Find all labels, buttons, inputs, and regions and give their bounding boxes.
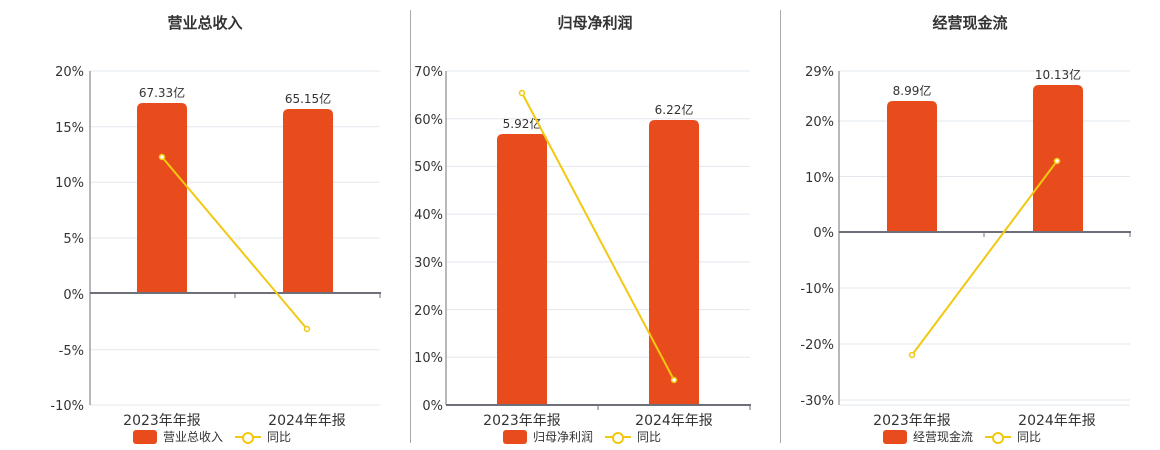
bar-value-label: 65.15亿 <box>285 91 331 106</box>
legend: 营业总收入 同比 <box>133 428 291 445</box>
bar-value-label: 8.99亿 <box>893 83 932 98</box>
svg-text:5%: 5% <box>63 232 84 247</box>
bar-2024[interactable] <box>283 109 333 293</box>
svg-text:20%: 20% <box>805 115 834 130</box>
x-category-label: 2023年年报 <box>873 413 951 429</box>
chart-cash-flow-svg: 29% 20% 10% 0% -10% -20% -30% 8.99亿 10.1… <box>800 65 1131 429</box>
bar-value-label: 67.33亿 <box>139 85 185 100</box>
yoy-point[interactable] <box>158 153 166 161</box>
yoy-line <box>521 92 675 381</box>
legend-bar-swatch[interactable] <box>133 429 157 444</box>
svg-text:15%: 15% <box>55 121 84 136</box>
x-category-label: 2023年年报 <box>483 413 561 429</box>
svg-text:10%: 10% <box>805 171 834 186</box>
y-tick-labels: 20% 15% 10% 5% 0% -5% -10% <box>50 65 84 414</box>
svg-text:10%: 10% <box>55 176 84 191</box>
yoy-point[interactable] <box>908 351 916 359</box>
legend-bar-label[interactable]: 经营现金流 <box>913 430 974 444</box>
svg-text:0%: 0% <box>813 226 834 241</box>
svg-text:-30%: -30% <box>800 394 834 409</box>
legend-line-icon[interactable] <box>985 430 1012 444</box>
legend-bar-label[interactable]: 归母净利润 <box>533 430 594 444</box>
legend-yoy-label[interactable]: 同比 <box>1017 430 1042 444</box>
svg-text:60%: 60% <box>414 113 443 128</box>
yoy-line <box>161 156 308 330</box>
svg-text:20%: 20% <box>414 304 443 319</box>
gridlines <box>839 70 1130 406</box>
legend-bar-swatch[interactable] <box>503 429 527 444</box>
gridlines <box>90 70 380 406</box>
x-category-label: 2024年年报 <box>635 413 713 429</box>
bar-value-label: 6.22亿 <box>655 102 694 117</box>
y-tick-labels: 29% 20% 10% 0% -10% -20% -30% <box>800 65 834 409</box>
svg-text:40%: 40% <box>414 208 443 223</box>
legend-yoy-label[interactable]: 同比 <box>637 430 662 444</box>
x-category-label: 2024年年报 <box>268 413 346 429</box>
legend-bar-swatch[interactable] <box>883 429 907 444</box>
x-category-label: 2023年年报 <box>123 413 201 429</box>
svg-text:20%: 20% <box>55 65 84 80</box>
chart-net-profit-svg: 70% 60% 50% 40% 30% 20% 10% 0% 5.92亿 6.2… <box>414 65 751 429</box>
svg-text:-20%: -20% <box>800 338 834 353</box>
legend-yoy-label[interactable]: 同比 <box>267 430 292 444</box>
chart-title: 经营现金流 <box>932 14 1008 32</box>
chart-revenue-svg: 20% 15% 10% 5% 0% -5% -10% 67.33亿 65.15亿… <box>50 65 381 429</box>
svg-text:70%: 70% <box>414 65 443 80</box>
chart-title: 归母净利润 <box>557 14 633 32</box>
svg-text:-10%: -10% <box>50 399 84 414</box>
yoy-point[interactable] <box>518 89 526 97</box>
panel-divider <box>410 10 411 443</box>
legend-line-icon[interactable] <box>605 430 632 444</box>
svg-text:29%: 29% <box>805 65 834 80</box>
y-tick-labels: 70% 60% 50% 40% 30% 20% 10% 0% <box>414 65 443 414</box>
legend: 经营现金流 同比 <box>883 428 1041 445</box>
legend-bar-label[interactable]: 营业总收入 <box>163 430 224 444</box>
svg-text:0%: 0% <box>63 288 84 303</box>
bar-2023[interactable] <box>887 101 937 232</box>
legend-line-icon[interactable] <box>235 430 262 444</box>
chart-panel-net-profit: 归母净利润 70% 60% 50% 40% 30% 20% 10% 0% 5.9… <box>410 0 780 450</box>
bar-2023[interactable] <box>497 134 547 405</box>
bar-value-label: 5.92亿 <box>503 116 542 131</box>
x-category-label: 2024年年报 <box>1018 413 1096 429</box>
chart-title: 营业总收入 <box>167 14 243 32</box>
bar-2023[interactable] <box>137 103 187 293</box>
chart-panel-operating-cash-flow: 经营现金流 29% 20% 10% 0% -10% -20% -30% 8.99… <box>780 0 1160 450</box>
panel-divider <box>780 10 781 443</box>
svg-text:50%: 50% <box>414 160 443 175</box>
svg-text:-10%: -10% <box>800 282 834 297</box>
chart-panel-revenue: 营业总收入 20% 15% 10% 5% 0% -5% -10% 67.33亿 … <box>0 0 410 450</box>
legend: 归母净利润 同比 <box>503 428 661 445</box>
yoy-point[interactable] <box>303 325 311 333</box>
gridlines <box>446 70 750 358</box>
yoy-line <box>911 160 1058 356</box>
svg-text:0%: 0% <box>422 399 443 414</box>
yoy-point[interactable] <box>1053 157 1061 165</box>
yoy-point[interactable] <box>670 376 678 384</box>
bar-2024[interactable] <box>649 120 699 405</box>
svg-text:10%: 10% <box>414 351 443 366</box>
svg-text:-5%: -5% <box>59 344 84 359</box>
bar-value-label: 10.13亿 <box>1035 67 1081 82</box>
svg-text:30%: 30% <box>414 256 443 271</box>
